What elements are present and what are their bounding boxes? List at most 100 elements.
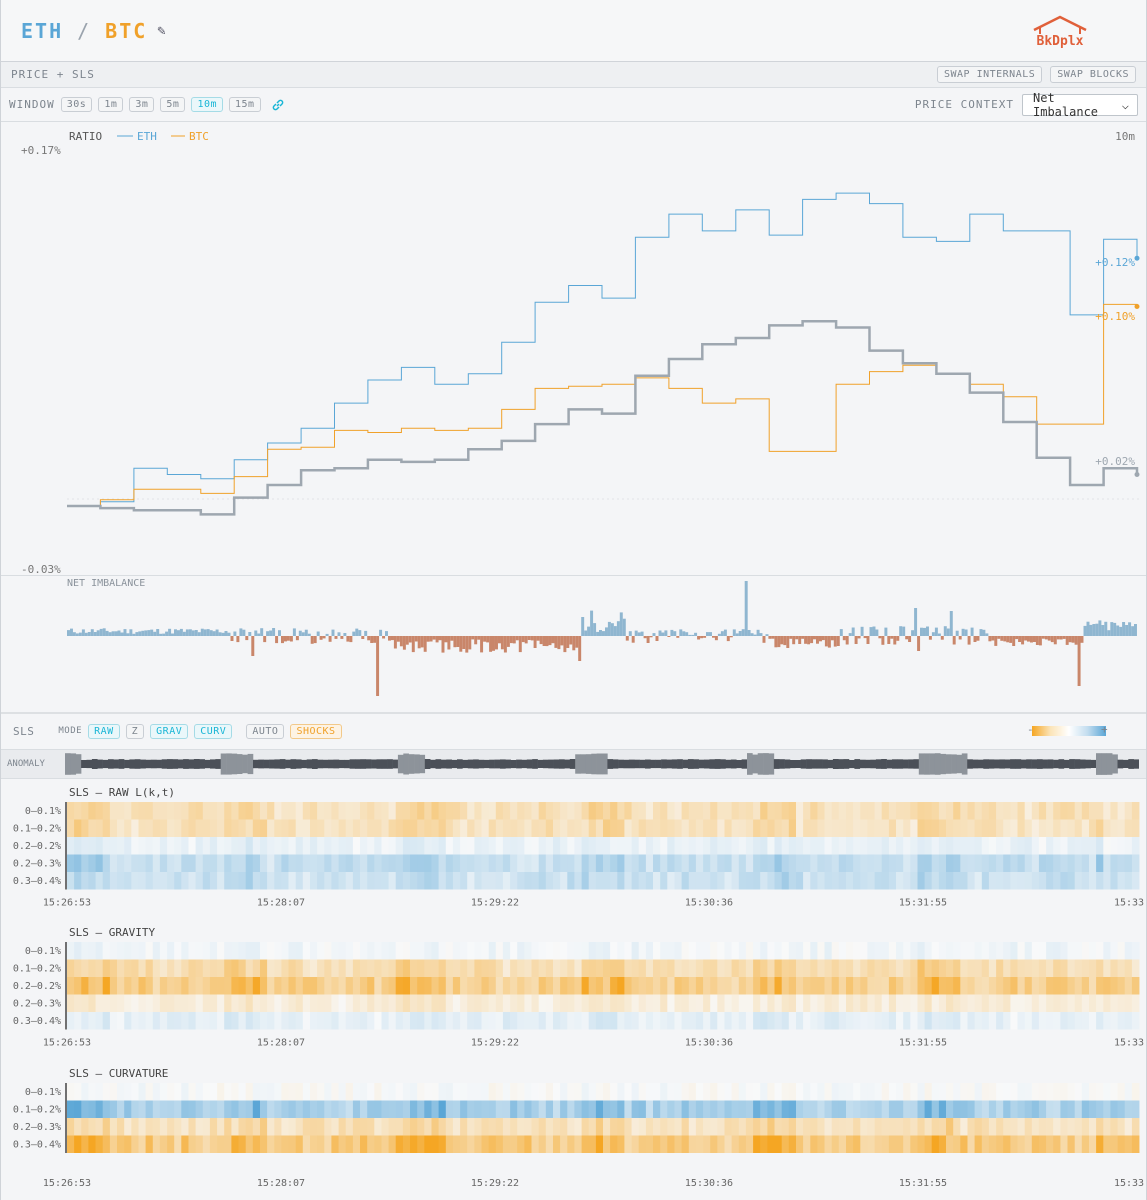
- heatmap-cell: [753, 1118, 761, 1136]
- pencil-icon[interactable]: ✎: [157, 22, 168, 39]
- heatmap-cell: [188, 837, 197, 855]
- heatmap-cell: [760, 819, 768, 837]
- heatmap-cell: [209, 854, 218, 872]
- heatmap-cell: [109, 837, 118, 855]
- mode-z-button[interactable]: Z: [125, 723, 145, 739]
- imbalance-bar: [569, 636, 573, 645]
- heatmap-cell: [152, 977, 161, 995]
- mode-grav-button[interactable]: GRAV: [150, 723, 189, 739]
- heatmap-cell: [360, 1135, 368, 1153]
- heatmap-cell: [124, 1118, 132, 1136]
- imbalance-bar: [1012, 636, 1016, 646]
- heatmap-cell: [517, 977, 525, 995]
- heatmap-cell: [481, 994, 490, 1012]
- heatmap-cell: [817, 959, 825, 977]
- heatmap-cell: [474, 1012, 482, 1030]
- heatmap-cell: [881, 802, 890, 820]
- heatmap-cell: [731, 854, 740, 872]
- shocks-button[interactable]: SHOCKS: [290, 723, 342, 739]
- imbalance-bar: [691, 634, 695, 636]
- anomaly-segment: [1128, 759, 1134, 769]
- anomaly-segment: [585, 754, 592, 774]
- swap-internals-button[interactable]: SWAP INTERNALS: [936, 66, 1043, 83]
- window-10m-button[interactable]: 10m: [191, 97, 224, 112]
- heatmap-cell: [81, 819, 89, 837]
- series-ratio-line: [67, 319, 1139, 516]
- heatmap-cell: [1067, 977, 1076, 995]
- heatmap-cell: [145, 854, 154, 872]
- heatmap-cell: [138, 872, 147, 890]
- heatmap-cell: [703, 872, 711, 890]
- heatmap-cell: [817, 837, 825, 855]
- anomaly-segment: [430, 759, 436, 769]
- heatmap-cell: [460, 1012, 468, 1030]
- window-30s-button[interactable]: 30s: [60, 97, 93, 112]
- heatmap-cell: [760, 854, 768, 872]
- anomaly-segment: [607, 759, 614, 769]
- anomaly-segment: [285, 759, 291, 769]
- heatmap-cell: [281, 1083, 289, 1101]
- heatmap-cell: [710, 977, 718, 995]
- mode-raw-button[interactable]: RAW: [88, 723, 120, 739]
- imbalance-bar: [985, 633, 989, 636]
- heatmap-cell: [745, 1118, 754, 1136]
- heatmap-cell: [1038, 1083, 1047, 1101]
- heatmap-cell: [102, 994, 111, 1012]
- heatmap-cell: [910, 1012, 918, 1030]
- heatmap-cell: [1117, 819, 1126, 837]
- window-1m-button[interactable]: 1m: [98, 97, 124, 112]
- heatmap-cell: [695, 994, 704, 1012]
- anomaly-segment: [344, 759, 350, 769]
- heatmap-cell: [159, 837, 168, 855]
- imbalance-bar: [1062, 636, 1066, 639]
- anomaly-segment: [435, 759, 442, 769]
- heatmap-cell: [388, 872, 397, 890]
- price-context-select[interactable]: Net Imbalance ⌵: [1022, 91, 1138, 119]
- heatmap-cell: [417, 837, 425, 855]
- heatmap-cell: [703, 819, 711, 837]
- window-5m-button[interactable]: 5m: [160, 97, 186, 112]
- imbalance-bar: [393, 636, 397, 649]
- heatmap-cell: [853, 1083, 861, 1101]
- sls-toolbar: SLS MODE RAW Z GRAV CURV AUTO SHOCKS: [1, 716, 1146, 746]
- heatmap-cell: [152, 959, 161, 977]
- imbalance-bar: [465, 636, 469, 653]
- anomaly-segment: [945, 754, 952, 774]
- heatmap-cell: [452, 977, 461, 995]
- link-icon[interactable]: [271, 98, 285, 112]
- heatmap-cell: [867, 1135, 875, 1153]
- heatmap-cell: [931, 959, 940, 977]
- heatmap-cell: [209, 1012, 218, 1030]
- heatmap-cell: [317, 942, 325, 960]
- heatmap-cell: [1003, 1100, 1011, 1118]
- heatmap-cell: [117, 837, 125, 855]
- heatmap-cell: [1096, 1083, 1104, 1101]
- heatmap-cell: [796, 1135, 804, 1153]
- heatmap-cell: [810, 872, 818, 890]
- heatmap-cell: [231, 1118, 239, 1136]
- heatmap-cell: [767, 854, 775, 872]
- heatmap-cell: [1117, 872, 1126, 890]
- auto-button[interactable]: AUTO: [246, 723, 285, 739]
- anomaly-segment: [730, 759, 737, 769]
- heatmap-cell: [517, 802, 525, 820]
- heatmap-cell: [953, 1012, 961, 1030]
- swap-blocks-button[interactable]: SWAP BLOCKS: [1050, 66, 1136, 83]
- heatmap-cell: [510, 1135, 518, 1153]
- imbalance-bar: [168, 628, 172, 636]
- window-15m-button[interactable]: 15m: [229, 97, 261, 112]
- heatmap-cell: [931, 1083, 940, 1101]
- heatmap-cell: [67, 1012, 75, 1030]
- heatmap-cell: [724, 837, 733, 855]
- heatmap-cell: [610, 872, 618, 890]
- heatmap-cell: [731, 819, 740, 837]
- heatmap-cell: [638, 942, 647, 960]
- heatmap-cell: [67, 1135, 75, 1153]
- imbalance-bar: [126, 633, 130, 636]
- heatmap-cell: [288, 994, 297, 1012]
- imbalance-bar: [1033, 636, 1036, 642]
- window-3m-button[interactable]: 3m: [129, 97, 155, 112]
- mode-curv-button[interactable]: CURV: [194, 723, 233, 739]
- heatmap-cell: [281, 802, 289, 820]
- heatmap-cell: [174, 959, 182, 977]
